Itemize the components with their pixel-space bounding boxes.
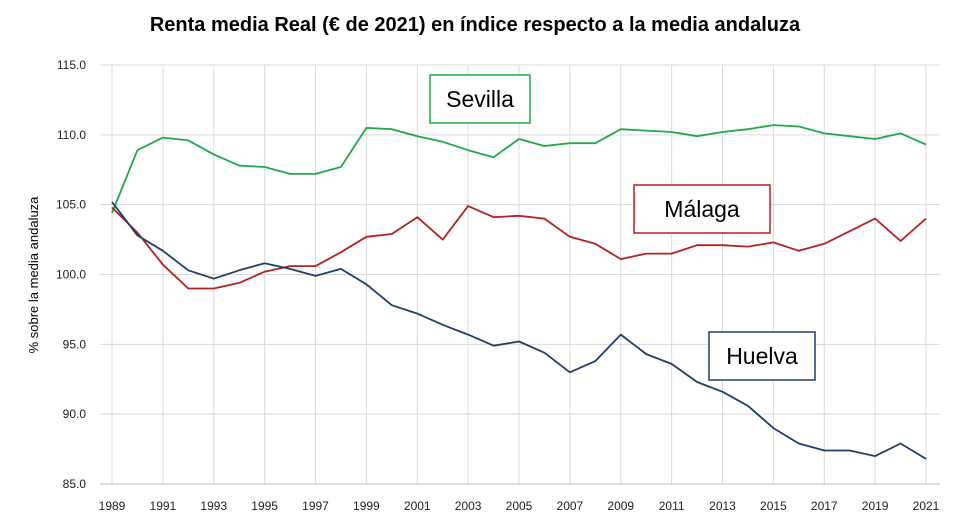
x-tick-label: 2011 bbox=[659, 499, 685, 513]
series-line-mlaga bbox=[111, 205, 927, 290]
y-tick-label: 90.0 bbox=[63, 407, 87, 421]
series-label-box-huelva bbox=[708, 331, 816, 381]
series-label-mlaga: Málaga bbox=[664, 196, 740, 222]
series-label-box-mlaga bbox=[633, 184, 771, 234]
x-tick-label: 2013 bbox=[709, 499, 736, 513]
chart-title: Renta media Real (€ de 2021) en índice r… bbox=[149, 14, 801, 36]
x-tick-label: 2017 bbox=[811, 499, 838, 513]
y-tick-label: 115.0 bbox=[57, 58, 86, 72]
y-tick-label: 95.0 bbox=[63, 337, 87, 351]
series-label-layer: Sevilla Málaga Huelva bbox=[429, 74, 816, 381]
x-tick-label: 1989 bbox=[99, 499, 126, 513]
x-tick-label: 2015 bbox=[760, 499, 787, 513]
series-line-huelva bbox=[111, 201, 927, 460]
x-tick-label: 2001 bbox=[404, 499, 431, 513]
x-tick-label: 1999 bbox=[353, 499, 380, 513]
x-tick-label: 1991 bbox=[150, 499, 177, 513]
y-tick-label: 100.0 bbox=[56, 268, 86, 282]
y-tick-label: 110.0 bbox=[57, 128, 86, 142]
x-tick-label: 2005 bbox=[506, 499, 533, 513]
x-tick-label: 2021 bbox=[913, 499, 940, 513]
x-tick-label: 1997 bbox=[302, 499, 329, 513]
series-label-sevilla: Sevilla bbox=[446, 86, 514, 112]
series-layer bbox=[111, 124, 927, 460]
y-axis-label: % sobre la media andaluza bbox=[26, 196, 41, 354]
x-tick-label: 2019 bbox=[862, 499, 889, 513]
x-tick-label: 2003 bbox=[455, 499, 482, 513]
y-tick-label: 85.0 bbox=[63, 477, 87, 491]
x-tick-label: 2007 bbox=[557, 499, 584, 513]
y-tick-label: 105.0 bbox=[56, 198, 86, 212]
x-tick-label: 1993 bbox=[200, 499, 227, 513]
grid-layer bbox=[100, 64, 940, 485]
series-line-sevilla bbox=[111, 124, 927, 214]
series-label-box-sevilla bbox=[429, 74, 531, 124]
axis-layer: 85.0 90.0 95.0 100.0 105.0 110.0 115.0 1989 1991… bbox=[56, 58, 940, 513]
x-tick-label: 2009 bbox=[607, 499, 634, 513]
series-label-huelva: Huelva bbox=[726, 343, 798, 369]
x-tick-label: 1995 bbox=[251, 499, 278, 513]
